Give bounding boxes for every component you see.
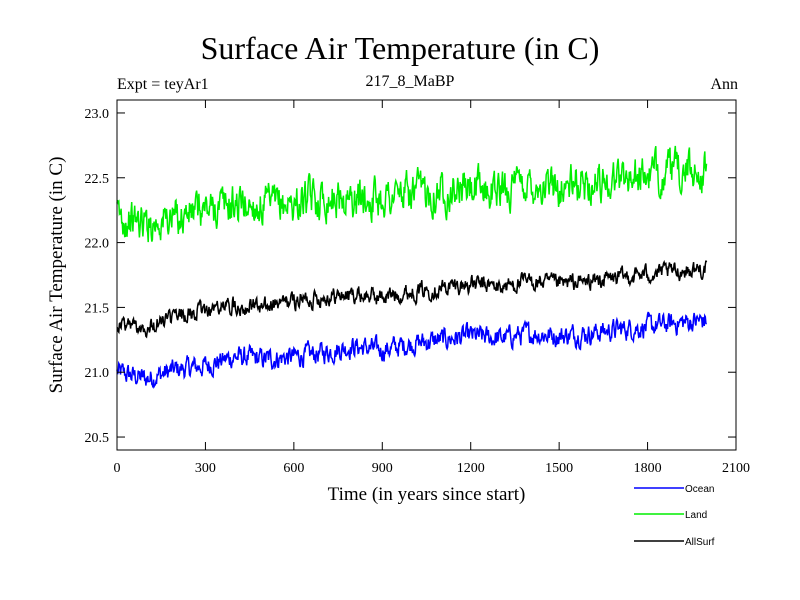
plot-frame	[116, 99, 737, 451]
x-tick-label: 0	[114, 461, 121, 476]
y-tick-label: 23.0	[85, 107, 110, 122]
chart-title: Surface Air Temperature (in C)	[200, 30, 600, 66]
y-tick-label: 21.5	[85, 301, 110, 316]
axis-layer: 0 300 600 900 1200 1500 1800 2100 20.5 21.0 21.5 22…	[85, 100, 750, 476]
x-tick-label: 1200	[457, 461, 485, 476]
season-label: Ann	[710, 76, 738, 93]
x-tick-label: 900	[372, 461, 393, 476]
series-layer	[116, 145, 708, 390]
y-tick-label: 20.5	[85, 431, 110, 446]
legend-label-land: Land	[685, 510, 707, 521]
series-line-allsurf	[116, 259, 708, 339]
y-axis-label: Surface Air Temperature (in C)	[46, 157, 67, 394]
x-tick-label: 300	[195, 461, 216, 476]
series-line-land	[116, 145, 708, 243]
period-label: 217_8_MaBP	[365, 73, 455, 90]
experiment-label: Expt = teyAr1	[117, 76, 209, 93]
series-line-ocean	[116, 311, 708, 390]
x-axis-label: Time (in years since start)	[328, 484, 526, 505]
y-tick-label: 22.5	[85, 172, 110, 187]
x-tick-label: 1500	[545, 461, 573, 476]
y-tick-label: 21.0	[85, 366, 110, 381]
y-tick-label: 22.0	[85, 237, 110, 252]
legend-label-ocean: Ocean	[685, 484, 714, 495]
x-tick-label: 2100	[722, 461, 750, 476]
x-tick-label: 600	[283, 461, 304, 476]
legend-label-allsurf: AllSurf	[685, 537, 715, 548]
x-tick-label: 1800	[634, 461, 662, 476]
legend: Ocean Land AllSurf	[634, 484, 715, 548]
